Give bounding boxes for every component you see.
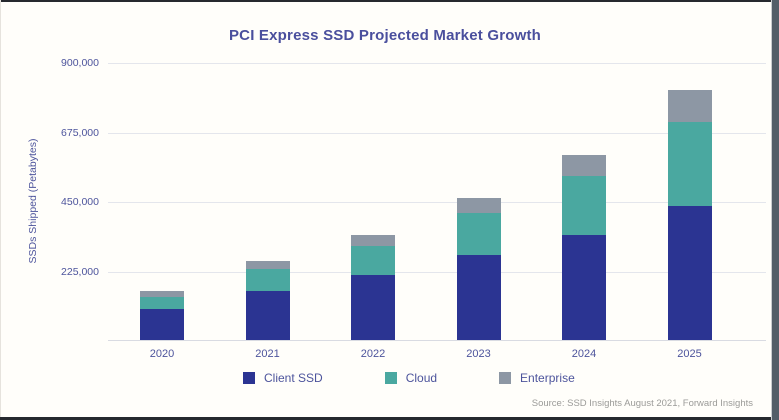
gridline-450000 xyxy=(108,202,766,203)
bar-segment-enterprise-2021 xyxy=(245,261,290,269)
x-axis-label-2021: 2021 xyxy=(255,348,280,360)
bar-segment-enterprise-2025 xyxy=(667,89,712,123)
top-edge-bar xyxy=(0,0,779,2)
x-axis-label-2020: 2020 xyxy=(149,348,175,360)
bar-segment-client-ssd-2021 xyxy=(245,290,290,340)
bar-2025 xyxy=(667,89,712,340)
x-axis-label-2024: 2024 xyxy=(571,348,597,360)
bar-2021 xyxy=(245,261,290,340)
source-note: Source: SSD Insights August 2021, Forwar… xyxy=(531,398,753,409)
bar-2023 xyxy=(456,197,501,340)
legend-item-client-ssd: Client SSD xyxy=(243,371,323,385)
chart-title: PCI Express SSD Projected Market Growth xyxy=(228,27,542,44)
bar-segment-enterprise-2020 xyxy=(140,290,184,297)
bar-segment-client-ssd-2023 xyxy=(456,255,501,340)
legend-label-client-ssd: Client SSD xyxy=(264,371,323,385)
legend-swatch-cloud xyxy=(384,372,397,384)
x-axis-label-2023: 2023 xyxy=(466,348,491,360)
bar-segment-cloud-2022 xyxy=(351,245,395,276)
x-axis-label-2025: 2025 xyxy=(677,348,702,360)
bar-segment-enterprise-2024 xyxy=(562,154,606,177)
legend-item-enterprise: Enterprise xyxy=(499,371,575,385)
bar-segment-cloud-2020 xyxy=(140,296,184,310)
bottom-edge-bar xyxy=(0,417,779,420)
legend-label-enterprise: Enterprise xyxy=(520,371,575,385)
bar-2020 xyxy=(140,290,184,340)
legend-swatch-enterprise xyxy=(499,372,512,384)
right-edge-rail xyxy=(771,0,779,420)
bar-2024 xyxy=(562,154,606,340)
bar-segment-cloud-2021 xyxy=(245,268,290,291)
y-tick-label: 225,000 xyxy=(61,265,99,278)
legend: Client SSD Cloud Enterprise xyxy=(243,371,575,385)
bar-segment-client-ssd-2022 xyxy=(351,275,395,340)
y-tick-label: 675,000 xyxy=(61,126,99,139)
gridline-900000 xyxy=(108,63,766,64)
gridline-225000 xyxy=(108,271,766,273)
bar-segment-cloud-2023 xyxy=(456,213,501,256)
bar-segment-client-ssd-2024 xyxy=(562,234,606,340)
bar-segment-cloud-2024 xyxy=(562,176,606,235)
left-edge-line xyxy=(0,0,1,420)
y-tick-label: 900,000 xyxy=(61,57,99,69)
x-axis-label-2022: 2022 xyxy=(360,348,386,360)
gridline-675000 xyxy=(108,132,766,134)
y-tick-label: 450,000 xyxy=(61,196,99,208)
legend-swatch-client-ssd xyxy=(243,372,255,384)
bar-segment-client-ssd-2025 xyxy=(667,205,712,340)
plot-area: 225,000 450,000 675,000 900,000 2020 2021 2022… xyxy=(61,57,766,360)
bar-2022 xyxy=(351,235,395,340)
legend-item-cloud: Cloud xyxy=(384,371,438,385)
bar-segment-enterprise-2022 xyxy=(351,235,395,246)
bar-segment-client-ssd-2020 xyxy=(140,309,184,340)
legend-label-cloud: Cloud xyxy=(405,371,438,385)
bar-segment-cloud-2025 xyxy=(667,122,712,206)
bar-segment-enterprise-2023 xyxy=(456,197,501,214)
